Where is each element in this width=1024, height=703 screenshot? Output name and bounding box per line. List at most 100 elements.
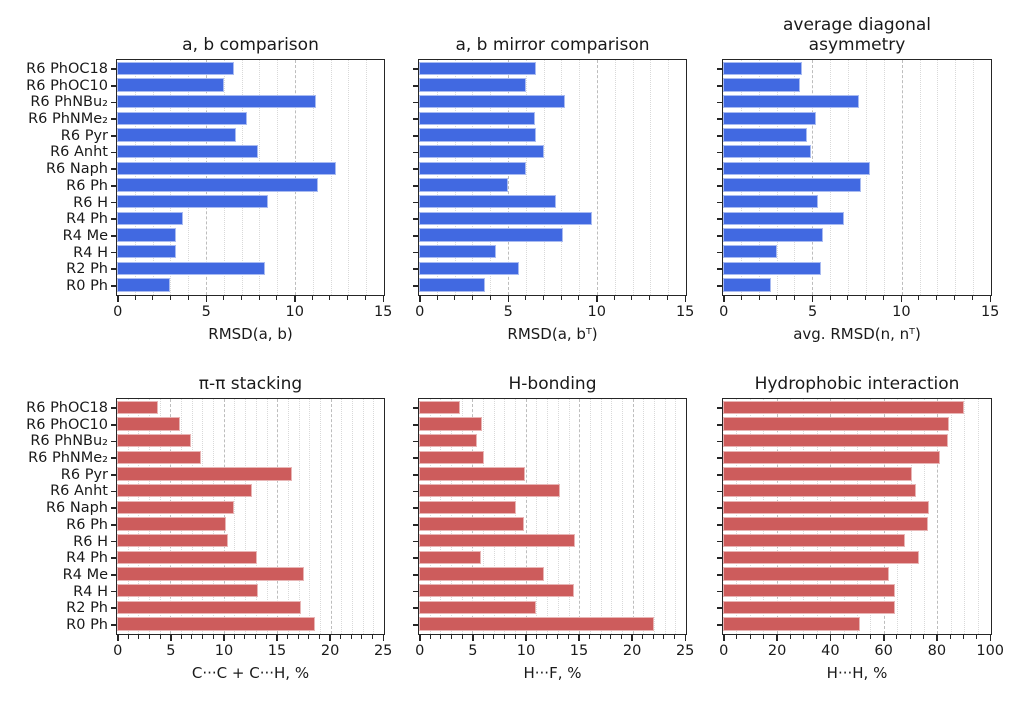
x-tick-label: 20 <box>320 643 340 659</box>
minor-gridline <box>515 399 517 634</box>
minor-gridline <box>561 60 563 295</box>
x-minor-tick <box>829 296 831 300</box>
x-minor-tick <box>971 296 973 300</box>
bar-r6-phnbu₂ <box>723 434 949 448</box>
x-major-tick <box>596 296 598 302</box>
y-tick <box>111 285 116 287</box>
minor-gridline <box>134 60 136 295</box>
x-minor-tick <box>223 296 225 300</box>
bar-r6-phoc10 <box>723 78 800 92</box>
y-tick <box>111 590 116 593</box>
x-minor-tick <box>740 296 742 300</box>
bar-r4-ph <box>117 211 183 226</box>
bar-r6-phoc18 <box>723 61 802 75</box>
x-major-tick <box>578 635 580 641</box>
minor-gridline <box>266 399 268 634</box>
y-tick <box>413 68 418 70</box>
category-label-r6-anht: R6 Anht <box>50 483 108 500</box>
bar-r4-ph <box>117 550 257 565</box>
bar-r6-pyr <box>723 467 912 481</box>
y-tick <box>111 607 116 609</box>
bar-r6-h <box>117 195 269 209</box>
bar-r6-phoc10 <box>117 417 180 431</box>
x-major-tick <box>900 296 903 302</box>
x-minor-tick <box>953 296 955 300</box>
x-minor-tick <box>514 635 516 639</box>
major-gridline <box>330 399 332 634</box>
x-tick-label: 0 <box>719 304 729 320</box>
chart-title-ab-comparison: a, b comparison <box>182 34 319 55</box>
x-minor-tick <box>436 296 438 300</box>
y-tick <box>111 574 116 576</box>
category-label-r2-ph: R2 Ph <box>66 600 108 617</box>
minor-gridline <box>330 60 332 295</box>
bar-r4-ph <box>419 211 592 226</box>
bar-r6-phoc18 <box>419 400 460 414</box>
x-minor-tick <box>152 296 154 300</box>
bar-r6-h <box>723 534 906 548</box>
bar-r0-ph <box>723 278 772 292</box>
major-gridline <box>295 60 296 295</box>
minor-gridline <box>436 60 438 295</box>
bar-r6-naph <box>419 161 526 176</box>
minor-gridline <box>790 399 791 634</box>
x-major-tick <box>882 635 885 641</box>
category-label-r6-phnme₂: R6 PhNMe₂ <box>28 111 108 128</box>
category-label-r6-phoc18: R6 PhOC18 <box>26 61 108 78</box>
major-gridline <box>883 399 885 634</box>
y-tick <box>413 201 418 204</box>
category-label-r6-phoc10: R6 PhOC10 <box>26 77 108 94</box>
x-tick-label: 5 <box>468 643 478 659</box>
minor-gridline <box>309 399 311 634</box>
minor-gridline <box>740 60 742 295</box>
y-tick <box>717 118 722 120</box>
y-tick <box>413 101 418 104</box>
minor-gridline <box>600 399 602 634</box>
x-major-tick <box>829 635 832 641</box>
x-major-tick <box>936 635 938 641</box>
y-tick <box>111 218 116 220</box>
x-minor-tick <box>567 635 569 639</box>
major-gridline <box>525 399 527 634</box>
bar-r6-phnbu₂ <box>723 95 859 109</box>
y-tick <box>413 135 418 137</box>
x-major-tick <box>205 296 208 302</box>
y-tick <box>111 457 116 459</box>
y-tick <box>111 440 116 443</box>
bar-r6-phnbu₂ <box>117 95 317 109</box>
bar-r6-ph <box>117 178 319 192</box>
x-minor-tick <box>803 635 805 639</box>
minor-gridline <box>758 60 760 295</box>
bar-r4-ph <box>723 211 845 226</box>
minor-gridline <box>653 399 655 634</box>
category-label-r6-pyr: R6 Pyr <box>60 466 108 483</box>
x-minor-tick <box>329 296 331 300</box>
plot-area-ab-mirror <box>418 59 687 296</box>
x-minor-tick <box>361 635 363 639</box>
bar-r6-h <box>117 534 229 548</box>
x-major-tick <box>382 296 385 302</box>
minor-gridline <box>351 399 353 634</box>
minor-gridline <box>298 399 300 634</box>
bar-r2-ph <box>723 261 822 276</box>
x-major-tick <box>684 296 687 302</box>
minor-gridline <box>955 60 957 295</box>
minor-gridline <box>749 399 751 634</box>
x-minor-tick <box>311 296 313 300</box>
x-tick-label: 10 <box>214 643 234 659</box>
minor-gridline <box>614 60 616 295</box>
category-label-r6-phoc18: R6 PhOC18 <box>26 400 108 417</box>
x-major-tick <box>223 635 225 641</box>
x-tick-label: 10 <box>285 304 304 320</box>
y-tick <box>111 68 116 70</box>
y-tick <box>413 407 418 409</box>
x-major-tick <box>382 635 385 641</box>
x-tick-label: 60 <box>874 643 893 659</box>
bar-r2-ph <box>419 261 519 276</box>
y-tick <box>717 168 722 170</box>
minor-gridline <box>362 399 364 634</box>
x-minor-tick <box>649 296 651 300</box>
category-label-r0-ph: R0 Ph <box>66 277 108 294</box>
chart-title-diagonal-asymmetry: average diagonal asymmetry <box>782 14 932 55</box>
y-tick <box>111 540 116 543</box>
